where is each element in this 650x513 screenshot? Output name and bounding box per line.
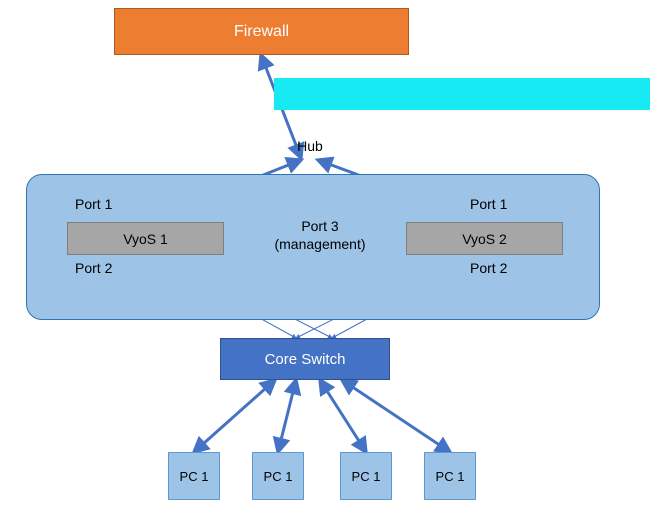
hub-label: Hub <box>280 138 340 154</box>
vyos-2-node: VyoS 2 <box>406 222 563 255</box>
port-2-right-label: Port 2 <box>470 260 507 276</box>
pc-2-node: PC 1 <box>252 452 304 500</box>
pc-1-node: PC 1 <box>168 452 220 500</box>
port-1-left-label: Port 1 <box>75 196 112 212</box>
vyos-1-node: VyoS 1 <box>67 222 224 255</box>
port-1-right-label: Port 1 <box>470 196 507 212</box>
firewall-node: Firewall <box>114 8 409 55</box>
port-3-label: Port 3 (management) <box>270 218 370 253</box>
core-switch-node: Core Switch <box>220 338 390 380</box>
cyan-band <box>274 78 650 110</box>
port-2-left-label: Port 2 <box>75 260 112 276</box>
pc-4-node: PC 1 <box>424 452 476 500</box>
pc-3-node: PC 1 <box>340 452 392 500</box>
